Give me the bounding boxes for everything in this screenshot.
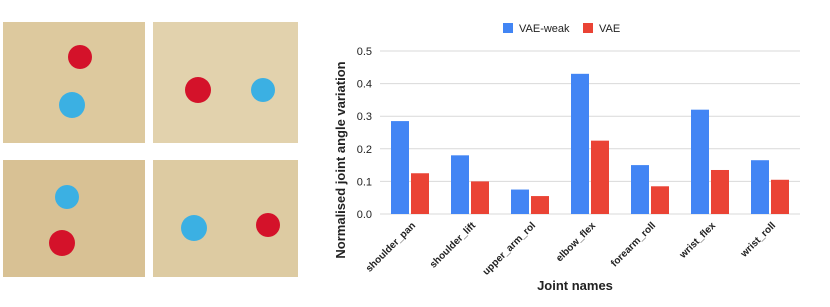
bar — [751, 160, 769, 214]
bar — [451, 155, 469, 214]
bar — [391, 121, 409, 214]
blue-cup — [59, 92, 85, 118]
bar — [691, 109, 709, 214]
blue-cup — [181, 215, 207, 241]
red-cup — [256, 213, 280, 237]
bar — [471, 181, 489, 214]
bar — [591, 140, 609, 214]
x-axis-title: Joint names — [537, 278, 613, 293]
photo — [3, 22, 145, 143]
y-tick-label: 0.4 — [357, 79, 372, 91]
legend-swatch — [583, 23, 593, 33]
x-tick-label: elbow_flex — [554, 220, 598, 264]
x-tick-label: wrist_flex — [677, 220, 718, 261]
x-tick-label: shoulder_pan — [364, 220, 418, 274]
bar — [571, 73, 589, 214]
photo — [153, 22, 298, 143]
bar — [771, 179, 789, 214]
blue-cup — [251, 78, 275, 102]
legend-swatch — [503, 23, 513, 33]
photo — [3, 160, 145, 277]
red-cup — [49, 230, 75, 256]
photo-panels — [3, 22, 298, 277]
bar — [711, 169, 729, 214]
y-axis-title: Normalised joint angle variation — [333, 61, 348, 258]
bar — [411, 173, 429, 214]
x-tick-label: forearm_roll — [609, 220, 658, 269]
legend-label: VAE — [599, 23, 620, 35]
bar — [511, 189, 529, 214]
x-tick-label: shoulder_lift — [428, 220, 479, 271]
y-tick-label: 0.1 — [357, 176, 372, 188]
y-tick-label: 0.0 — [357, 209, 372, 221]
legend-label: VAE-weak — [519, 23, 570, 35]
y-tick-label: 0.5 — [357, 46, 372, 58]
bar — [651, 186, 669, 214]
bar — [531, 196, 549, 214]
blue-cup — [55, 185, 79, 209]
bar — [631, 165, 649, 214]
y-tick-label: 0.2 — [357, 144, 372, 156]
red-cup — [185, 77, 211, 103]
red-cup — [68, 45, 92, 69]
x-tick-label: wrist_roll — [738, 220, 778, 260]
y-tick-label: 0.3 — [357, 111, 372, 123]
x-tick-label: upper_arm_rol — [481, 220, 538, 277]
